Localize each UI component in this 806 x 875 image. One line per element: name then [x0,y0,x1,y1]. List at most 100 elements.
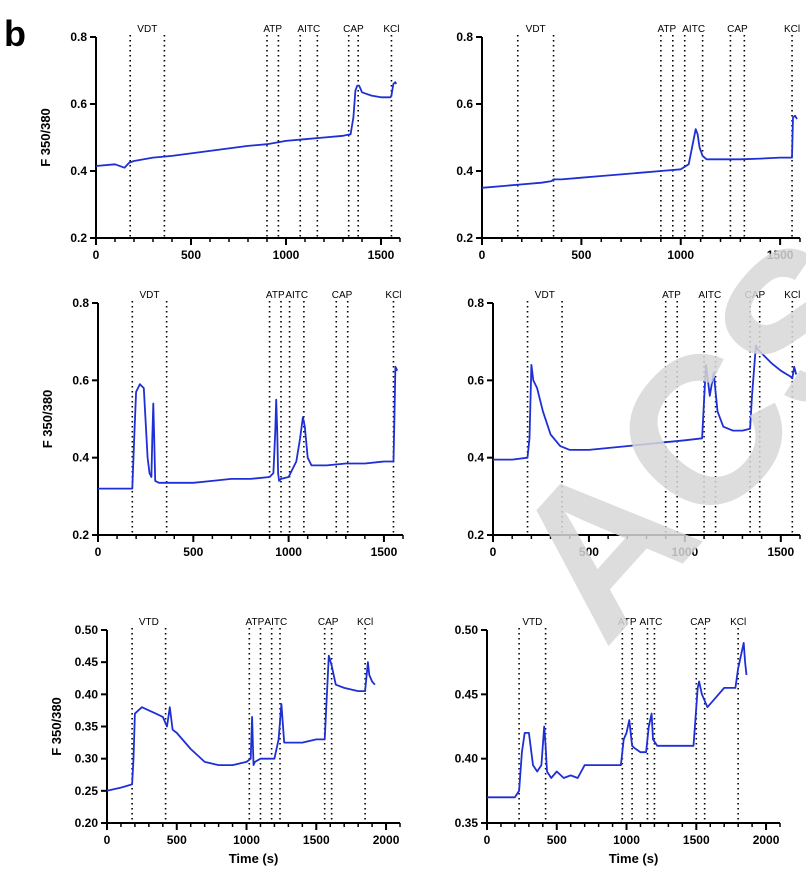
y-tick-label: 0.40 [455,752,479,766]
y-tick-label: 0.4 [467,451,484,465]
event-label: AITC [297,24,320,35]
event-label: VDT [139,290,159,301]
event-label: CAP [318,617,339,628]
chart-panel-3: 0 500 1000 1500 0.2 0.4 0.6 0.8 F 350/380 VDT ATP A… [40,290,404,559]
event-label: VDT [535,290,555,301]
x-tick-label: 0 [479,248,486,262]
y-tick-label: 0.8 [456,30,473,44]
y-tick-label: 0.2 [456,231,473,245]
event-label: ATP [246,617,265,628]
event-label: KCl [383,24,399,35]
event-label: KCl [784,24,800,35]
event-label: AITC [682,24,705,35]
chart-panel-2: 0 500 1000 1500 0.2 0.4 0.6 0.8 VDT ATP AITC CAP KCl [456,24,801,262]
x-tick-label: 1000 [613,833,640,847]
event-label: CAP [727,24,748,35]
x-tick-label: 1500 [767,248,794,262]
calcium-trace-line [98,365,399,490]
x-tick-label: 500 [167,833,187,847]
y-tick-label: 0.45 [75,655,99,669]
x-tick-label: 1500 [303,833,330,847]
x-tick-label: 500 [579,545,599,559]
event-label: CAP [745,290,766,301]
event-label: AITC [264,617,287,628]
y-tick-label: 0.6 [456,97,473,111]
x-tick-label: 500 [183,545,203,559]
event-label: ATP [618,617,637,628]
y-tick-label: 0.6 [72,373,89,387]
y-axis-label: F 350/380 [40,390,55,449]
y-tick-label: 0.6 [70,97,87,111]
event-label: AITC [698,290,721,301]
event-label: KCl [730,617,746,628]
x-tick-label: 1500 [767,545,794,559]
event-label: ATP [657,24,676,35]
event-label: ATP [266,290,285,301]
x-tick-label: 0 [104,833,111,847]
event-label: KCl [357,617,373,628]
chart-panel-4: 0 500 1000 1500 0.2 0.4 0.6 0.8 VDT ATP AITC CAP KCl [467,290,801,559]
y-tick-label: 0.25 [75,784,99,798]
calcium-trace-line [487,642,748,799]
event-label: VDT [526,24,546,35]
x-tick-label: 0 [490,545,497,559]
calcium-trace-line [106,654,376,792]
calcium-trace-line [95,81,397,169]
event-label: CAP [690,617,711,628]
x-tick-label: 0 [95,545,102,559]
y-tick-label: 0.2 [467,528,484,542]
event-label: VTD [139,617,159,628]
event-label: ATP [662,290,681,301]
y-tick-label: 0.35 [455,816,479,830]
x-tick-label: 1000 [233,833,260,847]
chart-panel-5: 0 500 1000 1500 2000 0.20 0.25 0.30 0.35 0.40 0.45… [49,617,401,866]
y-axis-label: F 350/380 [49,697,64,756]
event-label: VTD [522,617,542,628]
y-tick-label: 0.2 [72,528,89,542]
x-tick-label: 1500 [368,248,395,262]
x-tick-label: 0 [93,248,100,262]
x-tick-label: 1000 [667,248,694,262]
watermark-text: ACS [464,193,806,680]
calcium-trace-line [493,344,798,461]
event-label: CAP [343,24,364,35]
event-label: VDT [137,24,157,35]
x-tick-label: 1000 [672,545,699,559]
y-tick-label: 0.8 [467,296,484,310]
panel-letter: b [4,13,26,54]
x-tick-label: 2000 [753,833,780,847]
y-tick-label: 0.8 [72,296,89,310]
event-label: AITC [285,290,308,301]
event-label: ATP [263,24,282,35]
x-tick-label: 1500 [371,545,398,559]
y-tick-label: 0.4 [70,164,87,178]
y-tick-label: 0.30 [75,752,99,766]
y-tick-label: 0.4 [456,164,473,178]
y-tick-label: 0.50 [455,623,479,637]
x-tick-label: 500 [547,833,567,847]
x-tick-label: 500 [571,248,591,262]
y-tick-label: 0.8 [70,30,87,44]
event-label: KCl [784,290,800,301]
y-axis-label: F 350/380 [38,108,53,167]
y-tick-label: 0.4 [72,451,89,465]
event-label: CAP [332,290,353,301]
y-tick-label: 0.45 [455,687,479,701]
x-tick-label: 0 [484,833,491,847]
chart-panel-1: 0 500 1000 1500 0.2 0.4 0.6 0.8 F 350/380 VDT ATP A… [38,24,401,262]
x-tick-label: 500 [181,248,201,262]
y-tick-label: 0.35 [75,720,99,734]
x-tick-label: 1000 [273,248,300,262]
y-tick-label: 0.40 [75,687,99,701]
event-label: KCl [385,290,401,301]
x-axis-label: Time (s) [229,851,279,866]
y-tick-label: 0.2 [70,231,87,245]
y-tick-label: 0.20 [75,816,99,830]
calcium-trace-line [481,114,798,189]
chart-panel-6: 0 500 1000 1500 2000 0.35 0.40 0.45 0.50 Time (s)… [455,617,781,866]
x-tick-label: 2000 [373,833,400,847]
y-tick-label: 0.50 [75,623,99,637]
x-axis-label: Time (s) [609,851,659,866]
x-tick-label: 1000 [275,545,302,559]
